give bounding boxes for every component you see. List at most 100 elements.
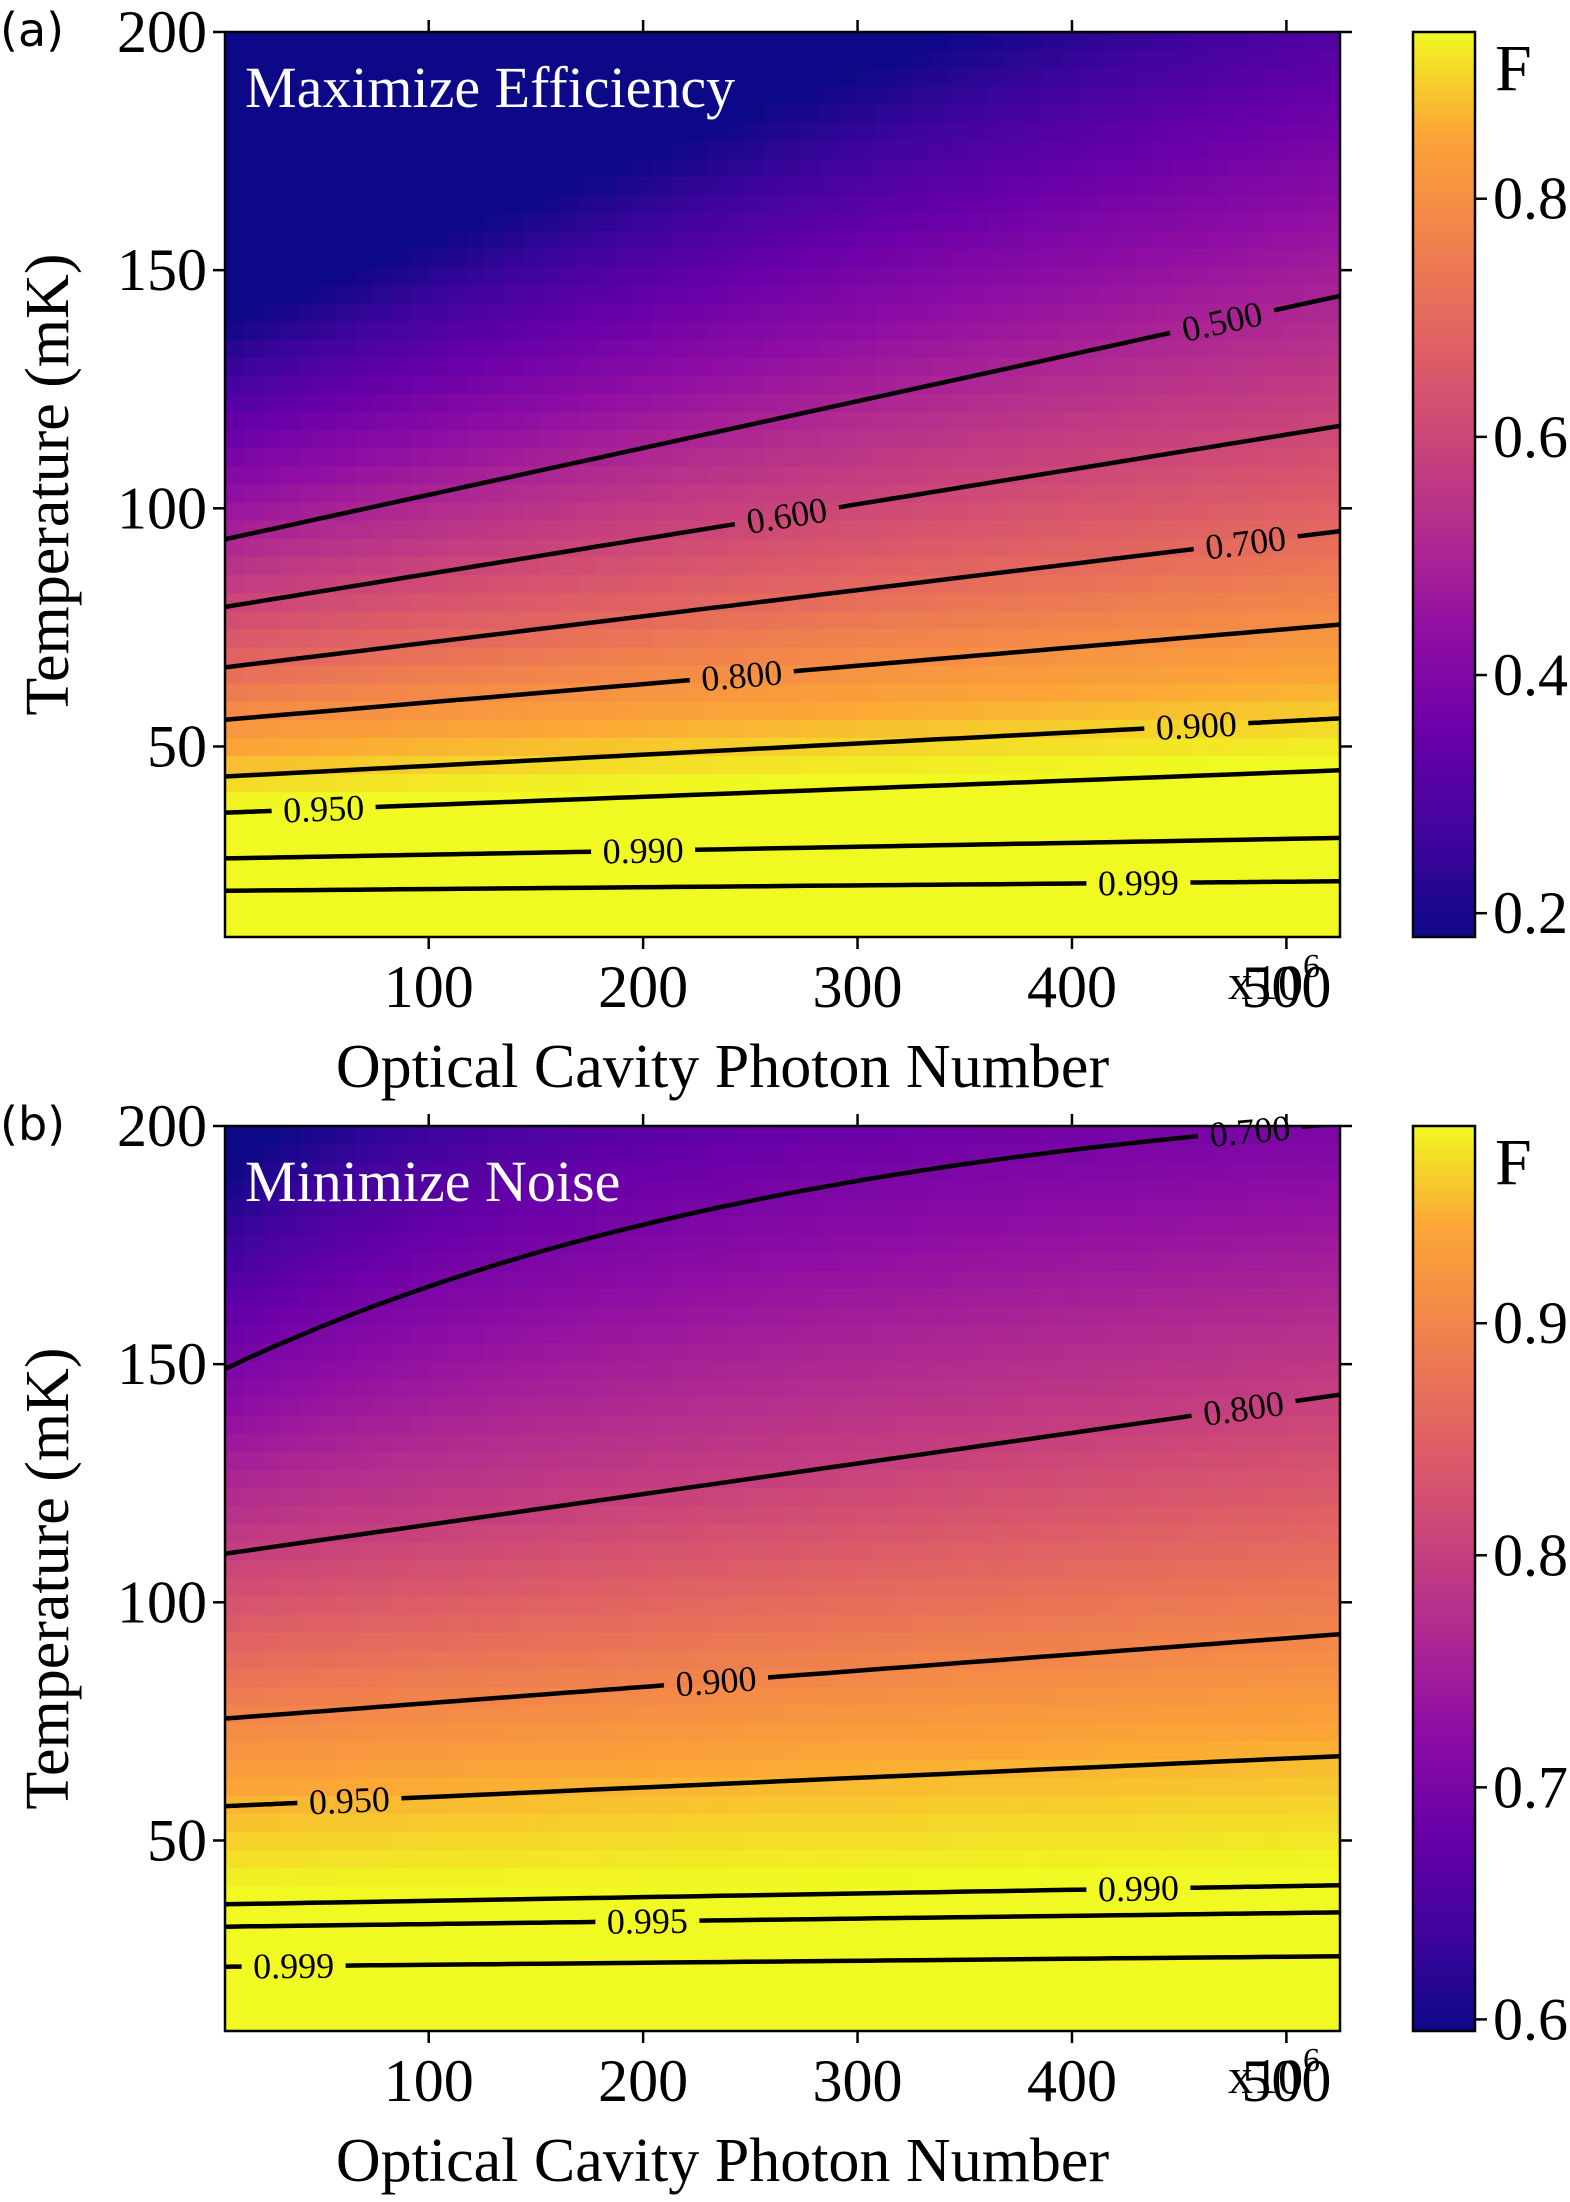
heatmap-cell: [1247, 50, 1267, 69]
heatmap-cell: [522, 1433, 542, 1453]
heatmap-cell: [671, 1596, 691, 1616]
heatmap-cell: [1265, 122, 1285, 142]
heatmap-cell: [410, 249, 431, 268]
heatmap-cell: [633, 846, 654, 866]
heatmap-cell: [1154, 864, 1174, 884]
heatmap-cell: [299, 194, 319, 214]
heatmap-cell: [1265, 267, 1285, 286]
heatmap-cell: [1135, 556, 1155, 576]
heatmap-cell: [689, 1361, 709, 1380]
heatmap-cell: [838, 1614, 858, 1634]
heatmap-cell: [819, 357, 839, 377]
heatmap-cell: [317, 1578, 338, 1598]
heatmap-cell: [708, 629, 728, 648]
heatmap-cell: [1191, 683, 1211, 703]
heatmap-cell: [317, 1868, 338, 1887]
heatmap-cell: [1172, 828, 1192, 848]
heatmap-cell: [745, 1669, 765, 1688]
heatmap-cell: [429, 900, 449, 920]
heatmap-cell: [931, 737, 951, 757]
heatmap-cell: [652, 1397, 672, 1417]
heatmap-cell: [596, 267, 616, 286]
heatmap-cell: [745, 1379, 765, 1399]
heatmap-cell: [652, 104, 672, 124]
heatmap-cell: [615, 321, 635, 341]
heatmap-cell: [819, 1940, 839, 1960]
heatmap-cell: [299, 1433, 319, 1453]
heatmap-cell: [280, 774, 300, 793]
heatmap-cell: [225, 611, 245, 630]
heatmap-cell: [801, 1361, 821, 1380]
heatmap-cell: [894, 701, 914, 721]
heatmap-cell: [894, 466, 914, 486]
heatmap-cell: [671, 1506, 691, 1525]
heatmap-cell: [485, 1379, 505, 1399]
heatmap-cell: [726, 1705, 746, 1724]
heatmap-cell: [1247, 484, 1267, 504]
heatmap-cell: [280, 1234, 300, 1254]
heatmap-cell: [726, 430, 746, 449]
heatmap-cell: [429, 158, 449, 178]
heatmap-cell: [689, 1506, 709, 1525]
heatmap-cell: [243, 1596, 263, 1616]
heatmap-cell: [986, 647, 1007, 667]
heatmap-cell: [1024, 593, 1044, 612]
heatmap-cell: [968, 846, 988, 866]
heatmap-cell: [1061, 810, 1081, 829]
heatmap-cell: [355, 1723, 375, 1742]
heatmap-cell: [763, 1343, 784, 1362]
heatmap-cell: [633, 50, 654, 69]
heatmap-cell: [1209, 394, 1230, 413]
heatmap-cell: [652, 1270, 672, 1290]
heatmap-cell: [355, 1379, 375, 1399]
heatmap-cell: [317, 339, 338, 359]
heatmap-cell: [355, 1759, 375, 1779]
heatmap-cell: [1284, 339, 1304, 359]
heatmap-cell: [671, 1687, 691, 1706]
heatmap-cell: [875, 792, 895, 811]
heatmap-cell: [1172, 140, 1192, 160]
heatmap-cell: [1005, 882, 1025, 902]
heatmap-cell: [1042, 737, 1062, 757]
heatmap-cell: [633, 1687, 654, 1706]
heatmap-cell: [485, 1216, 505, 1236]
heatmap-cell: [392, 556, 412, 576]
heatmap-cell: [503, 1669, 523, 1688]
heatmap-cell: [448, 828, 468, 848]
heatmap-cell: [336, 158, 356, 178]
heatmap-cell: [782, 647, 802, 667]
heatmap-cell: [782, 357, 802, 377]
heatmap-cell: [1079, 520, 1100, 540]
heatmap-cell: [392, 1922, 412, 1942]
heatmap-cell: [875, 249, 895, 268]
heatmap-cell: [373, 285, 393, 305]
heatmap-cell: [540, 50, 561, 69]
heatmap-cell: [912, 846, 932, 866]
heatmap-cell: [299, 1614, 319, 1634]
heatmap-cell: [262, 810, 282, 829]
heatmap-cell: [912, 538, 932, 558]
heatmap-cell: [336, 1976, 356, 1996]
heatmap-cell: [243, 357, 263, 377]
heatmap-cell: [540, 357, 561, 377]
heatmap-cell: [540, 719, 561, 739]
heatmap-cell: [801, 321, 821, 341]
heatmap-cell: [1284, 556, 1304, 576]
heatmap-cell: [280, 412, 300, 431]
colorbar-gradient: [1413, 32, 1475, 937]
heatmap-cell: [559, 1614, 579, 1634]
heatmap-cell: [225, 900, 245, 920]
heatmap-cell: [596, 213, 616, 232]
heatmap-cell: [838, 339, 858, 359]
heatmap-cell: [522, 1795, 542, 1815]
heatmap-cell: [801, 502, 821, 522]
heatmap-cell: [894, 1687, 914, 1706]
heatmap-cell: [671, 1578, 691, 1598]
heatmap-cell: [280, 611, 300, 630]
heatmap-cell: [540, 1180, 561, 1199]
heatmap-cell: [355, 1650, 375, 1670]
heatmap-cell: [708, 339, 728, 359]
heatmap-cell: [875, 267, 895, 286]
heatmap-cell: [559, 1397, 579, 1417]
heatmap-cell: [355, 140, 375, 160]
